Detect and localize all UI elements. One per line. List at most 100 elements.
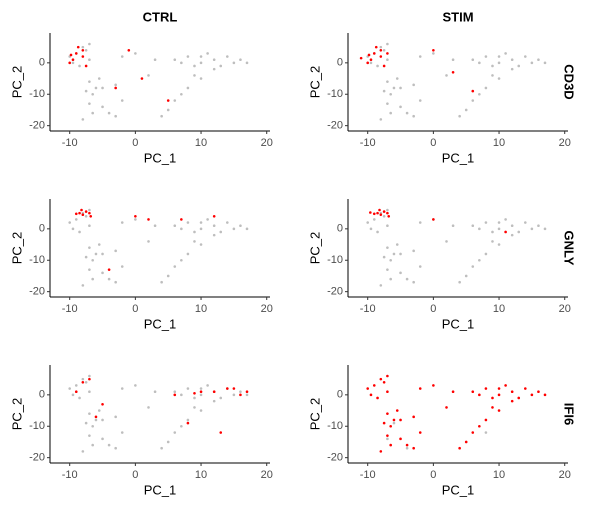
x-axis-label: PC_1 bbox=[144, 150, 177, 165]
point bbox=[491, 64, 494, 68]
x-axis-label: PC_1 bbox=[442, 150, 475, 165]
point bbox=[386, 52, 389, 55]
point bbox=[173, 58, 177, 61]
point bbox=[127, 48, 131, 52]
point bbox=[543, 393, 547, 397]
point bbox=[386, 80, 389, 83]
point bbox=[199, 387, 203, 390]
point bbox=[524, 221, 527, 224]
point bbox=[239, 390, 242, 393]
point bbox=[471, 431, 475, 434]
point bbox=[84, 210, 88, 213]
point bbox=[530, 61, 534, 65]
point bbox=[212, 214, 216, 218]
point bbox=[232, 393, 236, 397]
point bbox=[405, 446, 409, 450]
point bbox=[69, 53, 73, 57]
point bbox=[376, 396, 379, 400]
point bbox=[199, 77, 203, 80]
point bbox=[376, 64, 379, 68]
point bbox=[147, 406, 150, 409]
row-label: IFI6 bbox=[562, 403, 577, 425]
y-axis-label: PC_2 bbox=[9, 66, 24, 99]
point bbox=[91, 111, 94, 115]
point bbox=[232, 387, 236, 390]
point bbox=[173, 431, 177, 434]
y-tick-label: -20 bbox=[327, 452, 343, 464]
point bbox=[101, 271, 104, 275]
point bbox=[97, 77, 101, 80]
point bbox=[219, 396, 223, 400]
point bbox=[134, 214, 137, 218]
point bbox=[147, 240, 150, 243]
point bbox=[180, 393, 183, 397]
point bbox=[153, 58, 157, 61]
point bbox=[530, 227, 534, 231]
point bbox=[386, 208, 389, 212]
point bbox=[153, 390, 157, 393]
point bbox=[186, 221, 190, 224]
point bbox=[147, 218, 150, 221]
point bbox=[471, 58, 475, 61]
point bbox=[382, 421, 386, 425]
point bbox=[76, 45, 80, 49]
point bbox=[478, 92, 481, 96]
x-tick-label: 0 bbox=[132, 303, 138, 315]
point bbox=[219, 431, 223, 434]
point bbox=[418, 99, 422, 102]
x-tick-label: 20 bbox=[261, 137, 273, 149]
point bbox=[193, 396, 196, 400]
point bbox=[84, 89, 88, 93]
y-axis-label: PC_2 bbox=[307, 398, 322, 431]
point bbox=[212, 58, 216, 61]
point bbox=[101, 86, 104, 90]
point bbox=[491, 74, 494, 77]
point bbox=[199, 393, 203, 397]
point bbox=[376, 211, 379, 215]
point bbox=[392, 421, 396, 425]
point bbox=[399, 418, 402, 422]
point bbox=[88, 268, 91, 271]
point bbox=[484, 55, 488, 58]
point bbox=[232, 61, 236, 65]
point bbox=[471, 265, 475, 268]
point bbox=[180, 218, 183, 221]
point bbox=[81, 284, 85, 287]
point bbox=[497, 387, 501, 390]
point bbox=[68, 387, 72, 390]
point bbox=[497, 227, 501, 231]
point bbox=[78, 396, 81, 400]
point bbox=[386, 268, 389, 271]
x-tick-label: 20 bbox=[261, 303, 273, 315]
point bbox=[405, 111, 409, 115]
point bbox=[369, 227, 373, 231]
point bbox=[382, 89, 386, 93]
point bbox=[497, 409, 501, 412]
point bbox=[134, 384, 137, 387]
point bbox=[517, 396, 521, 400]
point bbox=[74, 52, 78, 55]
point bbox=[418, 387, 422, 390]
point bbox=[212, 233, 216, 237]
point bbox=[418, 55, 422, 58]
point bbox=[412, 114, 415, 118]
panel: GNLY -10 0 10 20 -20 -10 0 PC_1 PC_2 bbox=[307, 199, 577, 331]
point bbox=[392, 86, 396, 90]
point bbox=[91, 258, 94, 262]
point bbox=[232, 227, 236, 231]
point bbox=[68, 61, 72, 65]
point bbox=[81, 450, 85, 453]
y-tick-label: -20 bbox=[29, 120, 45, 132]
point bbox=[101, 105, 104, 109]
point bbox=[497, 55, 501, 58]
point bbox=[379, 45, 383, 49]
x-tick-label: 10 bbox=[493, 469, 505, 481]
point bbox=[386, 390, 389, 393]
point bbox=[389, 277, 392, 281]
point bbox=[399, 86, 402, 90]
point bbox=[395, 409, 399, 412]
point bbox=[537, 224, 540, 227]
point bbox=[524, 55, 527, 58]
point bbox=[367, 53, 371, 57]
